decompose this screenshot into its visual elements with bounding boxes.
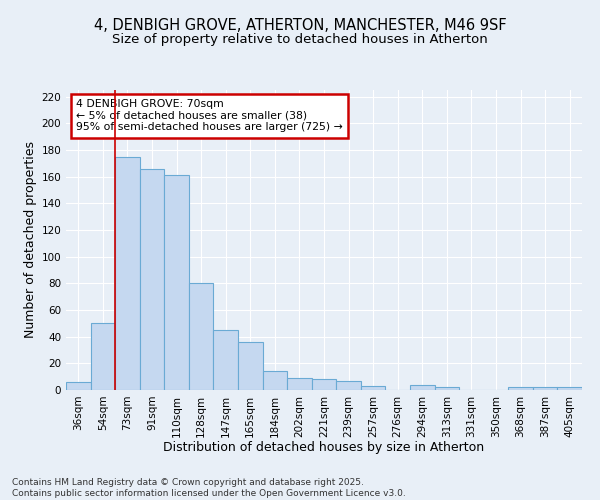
Bar [66,382,91,390]
Bar [336,380,361,390]
Text: Size of property relative to detached houses in Atherton: Size of property relative to detached ho… [112,32,488,46]
Bar [287,378,312,390]
Bar [140,168,164,390]
Bar [238,342,263,390]
Bar [557,388,582,390]
Text: 4, DENBIGH GROVE, ATHERTON, MANCHESTER, M46 9SF: 4, DENBIGH GROVE, ATHERTON, MANCHESTER, … [94,18,506,32]
Bar [214,330,238,390]
Bar [410,384,434,390]
Bar [91,324,115,390]
Bar [189,284,214,390]
Bar [434,388,459,390]
Bar [263,372,287,390]
Bar [508,388,533,390]
X-axis label: Distribution of detached houses by size in Atherton: Distribution of detached houses by size … [163,441,485,454]
Bar [164,176,189,390]
Bar [361,386,385,390]
Bar [533,388,557,390]
Bar [312,380,336,390]
Text: 4 DENBIGH GROVE: 70sqm
← 5% of detached houses are smaller (38)
95% of semi-deta: 4 DENBIGH GROVE: 70sqm ← 5% of detached … [76,99,343,132]
Bar [115,156,140,390]
Y-axis label: Number of detached properties: Number of detached properties [24,142,37,338]
Text: Contains HM Land Registry data © Crown copyright and database right 2025.
Contai: Contains HM Land Registry data © Crown c… [12,478,406,498]
